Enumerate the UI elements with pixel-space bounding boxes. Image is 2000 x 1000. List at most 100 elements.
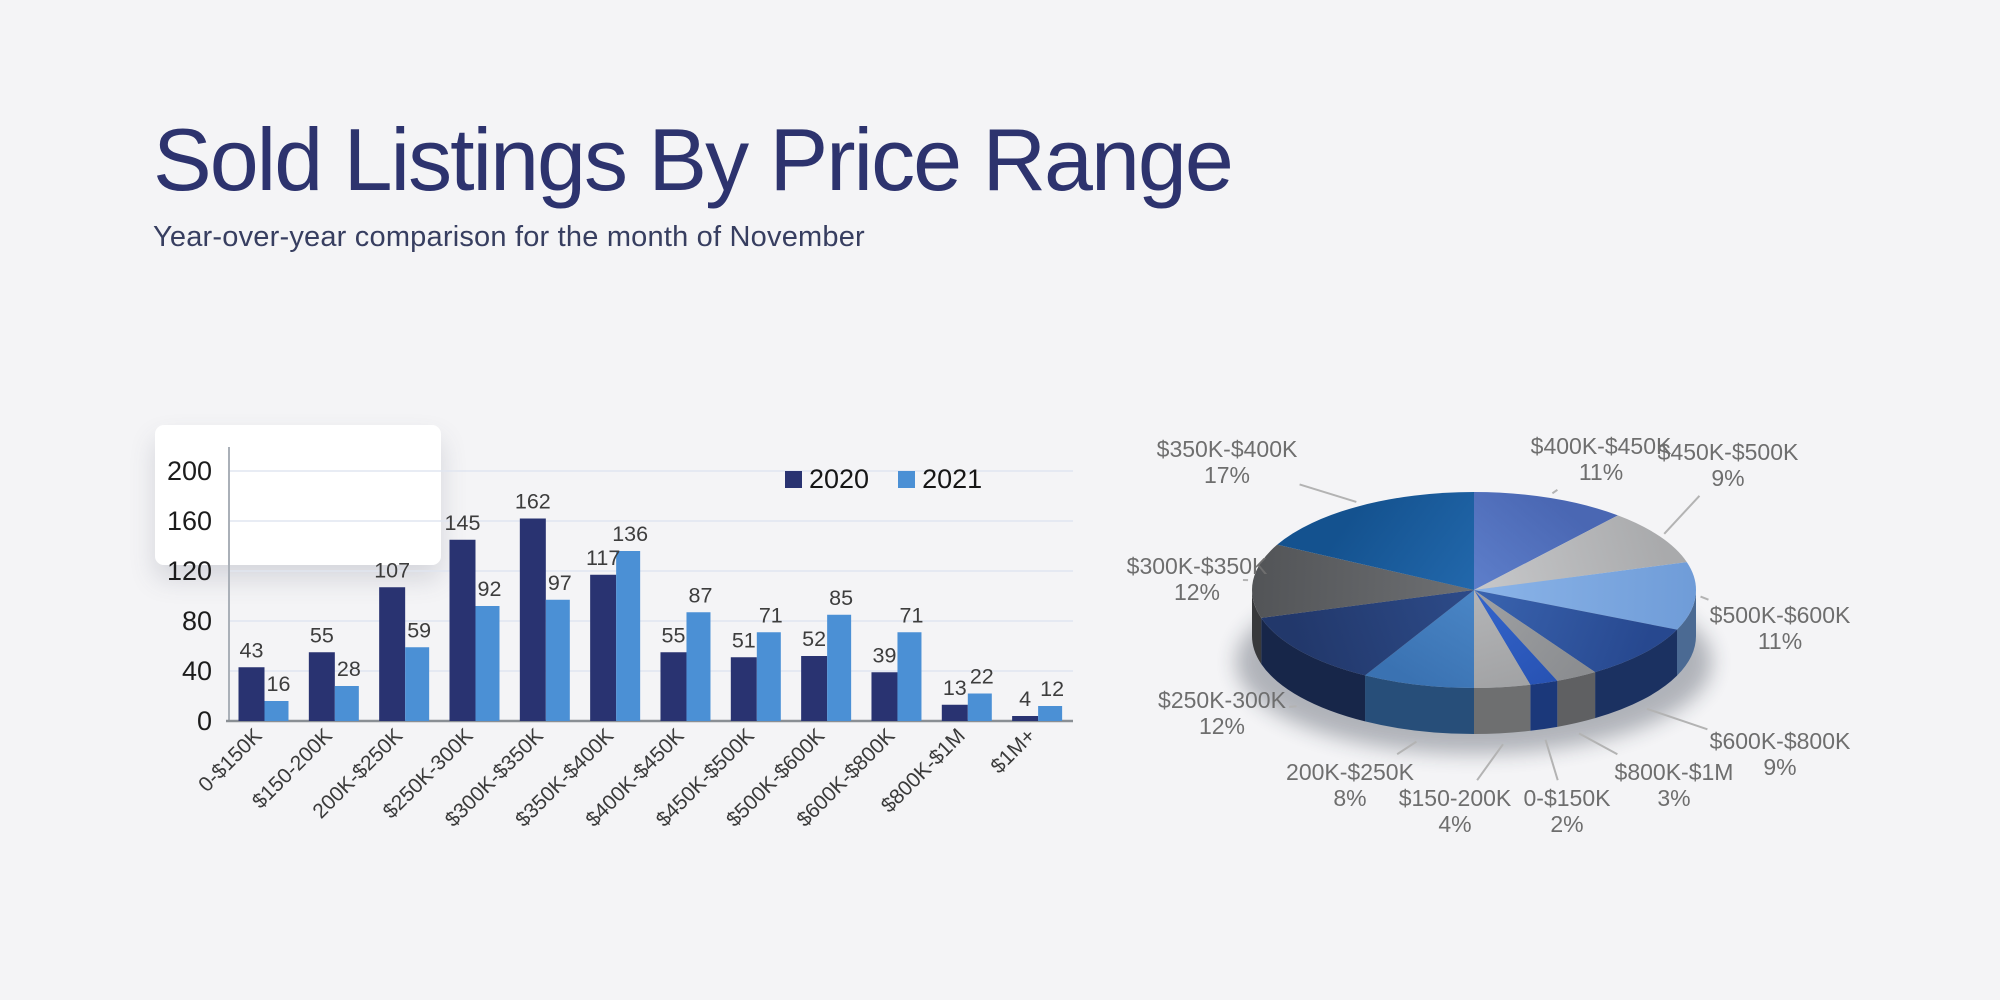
pie-label-0: $400K-$450K 11%	[1530, 433, 1672, 485]
bar-2021-3	[475, 606, 500, 721]
pie-side-2	[1676, 590, 1696, 676]
x-tick-label-11: $1M+	[986, 724, 1040, 778]
bar-2020-2	[379, 587, 406, 721]
bar-2020-4	[519, 518, 546, 721]
bar-value-2021-0: 16	[267, 672, 291, 696]
bar-value-2021-2: 59	[407, 618, 431, 642]
bar-2021-11	[1038, 706, 1063, 721]
highlight-card	[155, 425, 441, 565]
bar-value-2021-3: 92	[478, 577, 502, 601]
pie-leader-5	[1544, 739, 1559, 781]
bar-2021-4	[545, 599, 570, 721]
pie-slice-8	[1261, 590, 1474, 676]
bar-2021-8	[827, 614, 852, 721]
bar-2020-0	[238, 667, 265, 721]
bar-value-2021-4: 97	[548, 571, 572, 595]
bar-2021-1	[334, 686, 359, 721]
bar-value-2020-1: 55	[310, 623, 334, 647]
pie-label-4: $800K-$1M 3%	[1614, 759, 1734, 811]
pie-label-6: $150-200K 4%	[1398, 785, 1512, 837]
legend-label-2020: 2020	[809, 464, 870, 494]
page-header: Sold Listings By Price Range Year-over-y…	[153, 110, 1234, 254]
pie-label-7: 200K-$250K 8%	[1286, 759, 1414, 811]
pie-slice-5	[1474, 590, 1558, 685]
bar-value-2020-3: 145	[445, 511, 481, 535]
page-title: Sold Listings By Price Range	[153, 110, 1234, 209]
pie-side-3	[1595, 629, 1677, 719]
bar-value-2020-10: 13	[943, 676, 967, 700]
pie-side-7	[1365, 675, 1474, 734]
pie-side-5	[1530, 680, 1558, 731]
pie-slice-4	[1474, 590, 1596, 681]
bar-value-2021-10: 22	[970, 665, 994, 689]
pie-slice-2	[1474, 562, 1696, 630]
bar-2021-7	[756, 632, 781, 721]
pie-leader-8	[1288, 705, 1297, 708]
legend-swatch-2021	[898, 471, 916, 488]
page-subtitle: Year-over-year comparison for the month …	[153, 221, 865, 254]
pie-leader-4	[1578, 732, 1618, 756]
bar-2020-9	[871, 672, 898, 721]
bar-2021-5	[616, 551, 641, 721]
bar-value-2020-2: 107	[374, 558, 410, 582]
bar-value-2021-11: 12	[1040, 677, 1064, 701]
bar-value-2020-6: 55	[662, 623, 686, 647]
pie-label-1: $450K-$500K 9%	[1657, 439, 1799, 491]
pie-leader-3	[1646, 707, 1708, 731]
pie-label-3: $600K-$800K 9%	[1709, 728, 1851, 780]
bar-2020-11	[1012, 716, 1039, 721]
bar-2021-2	[405, 647, 430, 721]
pie-leader-2	[1700, 595, 1709, 601]
y-tick-label: 200	[167, 456, 212, 486]
bar-2021-10	[967, 693, 992, 721]
pie-side-9	[1252, 590, 1262, 664]
pie-slice-7	[1365, 590, 1474, 688]
bar-2021-9	[897, 632, 922, 721]
pie-chart: $400K-$450K 11% $450K-$500K 9% $500K-$600K 11…	[1080, 400, 2000, 900]
pie-label-2: $500K-$600K 11%	[1709, 602, 1851, 654]
bar-chart: 0 40 80 120 160 200 43 16 0-$150K 55 28 $150-200K 10…	[120, 420, 1120, 900]
pie-leader-6	[1476, 743, 1504, 781]
bar-chart-legend: 2020 2021	[785, 464, 1004, 495]
bar-value-2021-6: 87	[689, 583, 713, 607]
y-tick-label: 0	[197, 706, 212, 736]
pie-label-5: 0-$150K 2%	[1523, 785, 1611, 837]
bar-value-2020-4: 162	[515, 490, 551, 514]
bar-2021-6	[686, 612, 711, 721]
bar-2020-10	[941, 704, 968, 721]
bar-2020-3	[449, 539, 476, 721]
bar-value-2020-11: 4	[1019, 687, 1031, 711]
bar-2021-0	[264, 701, 289, 721]
pie-leader-1	[1663, 495, 1701, 535]
bar-2020-7	[730, 657, 757, 721]
bar-2020-5	[590, 574, 617, 721]
bar-value-2021-5: 136	[612, 522, 648, 546]
bar-value-2021-1: 28	[337, 657, 361, 681]
bar-value-2021-9: 71	[900, 603, 924, 627]
pie-leader-10	[1299, 483, 1357, 503]
bar-2020-1	[308, 652, 335, 721]
bar-value-2021-7: 71	[759, 603, 783, 627]
bar-value-2021-8: 85	[829, 586, 853, 610]
pie-slice-6	[1474, 590, 1531, 688]
pie-slice-9	[1252, 544, 1474, 618]
bar-chart-canvas: 0408012016020043160-$150K5528$150-200K10…	[167, 447, 1073, 831]
y-tick-label: 160	[167, 506, 212, 536]
pie-side-6	[1474, 684, 1531, 734]
pie-slice-1	[1474, 515, 1687, 590]
pie-slice-10	[1277, 492, 1474, 590]
legend-swatch-2020	[785, 471, 802, 488]
y-tick-label: 120	[167, 556, 212, 586]
pie-leader-0	[1551, 488, 1558, 495]
pie-label-10: $350K-$400K 17%	[1156, 436, 1298, 488]
bar-value-2020-5: 117	[586, 546, 620, 570]
bar-2020-8	[801, 656, 828, 721]
bar-value-2020-9: 39	[873, 643, 897, 667]
bar-value-2020-8: 52	[802, 627, 826, 651]
bar-value-2020-7: 51	[732, 628, 756, 652]
y-tick-label: 80	[182, 606, 212, 636]
pie-side-8	[1261, 617, 1366, 722]
pie-label-8: $250K-300K 12%	[1158, 687, 1286, 739]
pie-slice-0	[1474, 492, 1618, 590]
